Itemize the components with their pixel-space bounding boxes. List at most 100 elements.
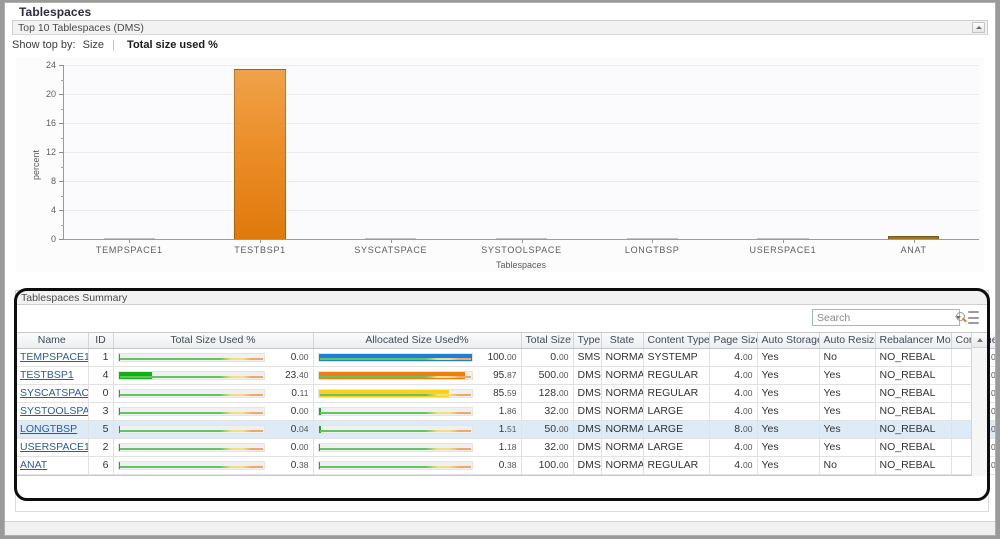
table-header-state[interactable]: State	[601, 333, 644, 349]
tablespace-link[interactable]: TEMPSPACE1	[20, 351, 88, 363]
cell-content-type: REGULAR	[643, 456, 710, 475]
tablespace-link[interactable]: TESTBSP1	[20, 369, 74, 381]
chart-x-tick-label: LONGTBSP	[624, 245, 680, 255]
cell-name[interactable]: TESTBSP1	[16, 366, 89, 385]
cell-allocated-size-used-pct: 1.51	[313, 420, 522, 439]
chart-bar[interactable]	[365, 238, 417, 239]
chart-bar[interactable]	[757, 238, 809, 239]
progress-bar: 0.00	[117, 439, 309, 456]
table-header-auto-storage[interactable]: Auto Storage	[757, 333, 820, 349]
tablespace-link[interactable]: SYSTOOLSPACE	[20, 405, 87, 417]
chart-gridline	[64, 65, 979, 66]
table-header-total-size-used[interactable]: Total Size Used %	[113, 333, 314, 349]
table-row[interactable]: SYSTOOLSPACE3 0.00 1.86 32.00DMSNORMALLARGE…	[16, 402, 995, 421]
column-chooser-icon[interactable]	[968, 311, 981, 324]
progress-value: 23.40	[285, 369, 309, 381]
caret-up-icon	[975, 26, 982, 29]
cell-id: 4	[88, 366, 114, 385]
progress-track	[117, 442, 265, 452]
progress-track	[317, 442, 473, 452]
chart-x-tick	[260, 239, 262, 243]
table-header-total-size[interactable]: Total Size	[521, 333, 574, 349]
progress-bar: 23.40	[117, 367, 309, 384]
summary-toolbar	[15, 305, 989, 331]
progress-bar: 0.38	[317, 457, 517, 474]
cell-auto-storage: Yes	[757, 348, 820, 367]
cell-name[interactable]: ANAT	[16, 456, 89, 475]
chart-y-tick	[59, 123, 64, 124]
cell-total-size-used-pct: 0.04	[113, 420, 314, 439]
progress-track	[317, 460, 473, 470]
chart-gridline	[64, 181, 979, 182]
chart-y-tick-minor	[61, 166, 64, 168]
cell-rebalancer-mode: NO_REBAL	[875, 366, 952, 385]
progress-fill	[318, 425, 321, 433]
show-top-by-total-size-used-option[interactable]: Total size used %	[127, 39, 218, 51]
chart-bar[interactable]	[495, 238, 548, 239]
cell-name[interactable]: USERSPACE1	[16, 438, 89, 457]
table-header-id[interactable]: ID	[88, 333, 114, 349]
progress-track	[117, 388, 265, 398]
chart-panel-label: Top 10 Tablespaces (DMS)	[18, 22, 144, 34]
chart-y-tick-label: 24	[45, 60, 56, 70]
table-header-name[interactable]: Name	[16, 333, 89, 349]
threshold-indicator	[119, 393, 263, 396]
table-vertical-scrollbar[interactable]	[971, 333, 988, 476]
search-box[interactable]	[812, 309, 965, 326]
chart-bar[interactable]	[626, 238, 678, 239]
table-row[interactable]: TESTBSP1 4 23.40 95.87 500.00DMSNORMALREGULA…	[16, 366, 995, 385]
threshold-indicator	[119, 429, 263, 432]
cell-content-type: REGULAR	[643, 384, 710, 403]
cell-name[interactable]: SYSTOOLSPACE	[16, 402, 89, 421]
table-header-rebalancer-mode[interactable]: Rebalancer Mode	[875, 333, 952, 349]
table-header-content-type[interactable]: Content Type	[643, 333, 710, 349]
cell-page-size: 4.00	[709, 384, 758, 403]
chart-bar[interactable]	[234, 69, 286, 239]
chart-bar[interactable]	[888, 236, 940, 239]
tablespace-link[interactable]: ANAT	[20, 459, 48, 471]
table-row[interactable]: LONGTBSP 5 0.04 1.51 50.00DMSNORMALLARGE8.00…	[16, 420, 995, 439]
chart-x-tick	[782, 239, 784, 243]
progress-value: 100.00	[487, 351, 517, 363]
cell-name[interactable]: SYSCATSPACE	[16, 384, 89, 403]
search-input[interactable]	[813, 310, 954, 325]
progress-fill	[118, 371, 153, 379]
progress-fill	[318, 443, 321, 451]
scroll-up-button[interactable]	[972, 333, 988, 348]
progress-track	[317, 424, 473, 434]
cell-type: SMS	[573, 348, 602, 367]
threshold-indicator	[119, 465, 263, 468]
cell-content-type: LARGE	[643, 438, 710, 457]
chart-bar[interactable]	[103, 238, 155, 239]
chart-y-tick	[59, 181, 64, 182]
cell-state: NORMAL	[601, 348, 644, 367]
cell-name[interactable]: TEMPSPACE1	[16, 348, 89, 367]
chart-y-tick-label: 8	[50, 176, 56, 186]
table-row[interactable]: SYSCATSPACE0 0.11 85.59 128.00DMSNORMALREGU…	[16, 384, 995, 403]
table-row[interactable]: TEMPSPACE110.00100.000.00SMSNORMALSYSTEM…	[16, 348, 995, 367]
threshold-indicator	[319, 429, 471, 432]
table-header-allocated-size-used[interactable]: Allocated Size Used%	[313, 333, 522, 349]
progress-bar: 100.00	[317, 349, 517, 366]
tablespace-link[interactable]: USERSPACE1	[20, 441, 88, 453]
chart-y-tick-minor	[61, 108, 64, 110]
tablespace-link[interactable]: LONGTBSP	[20, 423, 78, 435]
progress-fill	[318, 353, 472, 361]
table-row[interactable]: ANAT 6 0.38 0.38 100.00DMSNORMALREGULAR4.00Y…	[16, 456, 995, 475]
show-top-by-size-option[interactable]: Size	[82, 39, 105, 51]
table-header-auto-resize[interactable]: Auto Resize	[819, 333, 876, 349]
chart-x-tick	[521, 239, 523, 243]
cell-total-size-used-pct: 0.38	[113, 456, 314, 475]
table-header-type[interactable]: Type	[573, 333, 602, 349]
collapse-panel-button[interactable]	[972, 22, 985, 33]
cell-type: DMS	[573, 456, 602, 475]
cell-id: 3	[88, 402, 114, 421]
table-header-page-size[interactable]: Page Size	[709, 333, 758, 349]
tablespace-link[interactable]: SYSCATSPACE	[20, 387, 87, 399]
tablespaces-table: Name ID Total Size Used % Allocated Size Us…	[15, 332, 995, 476]
progress-value: 1.18	[498, 441, 517, 453]
cell-id: 5	[88, 420, 114, 439]
chart-x-tick-label: SYSCATSPACE	[354, 245, 428, 255]
cell-name[interactable]: LONGTBSP	[16, 420, 89, 439]
